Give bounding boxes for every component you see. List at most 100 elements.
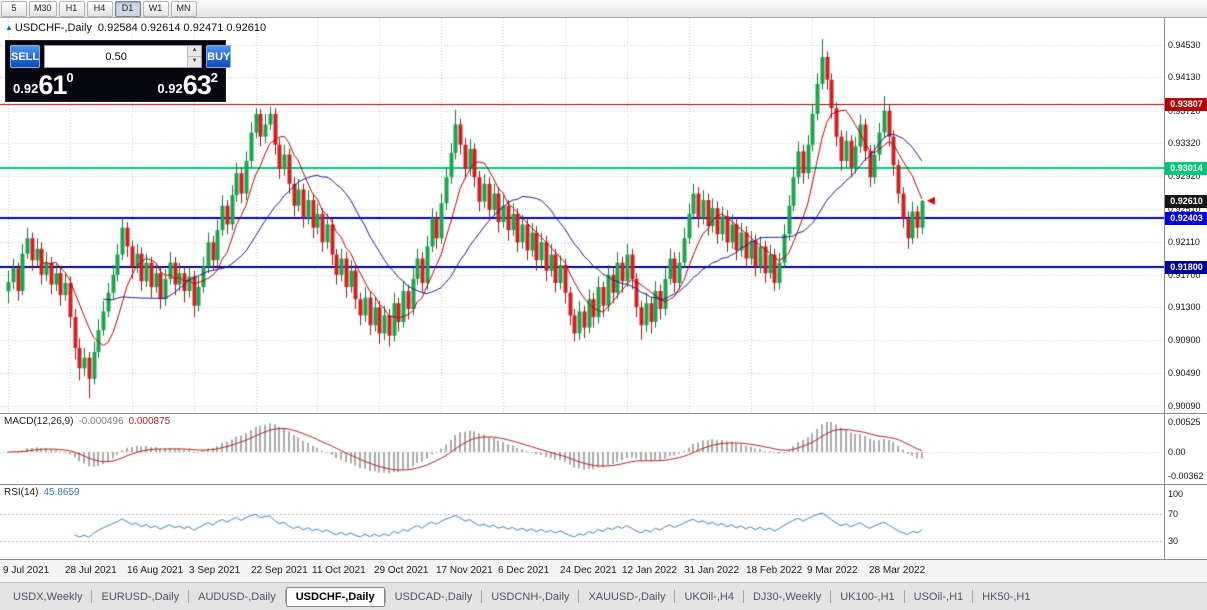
chart-tab-usdcad-daily[interactable]: USDCAD-,Daily	[394, 590, 473, 603]
price-axis-tick: 0.94130	[1168, 72, 1201, 82]
date-axis-label: 22 Sep 2021	[251, 565, 308, 576]
price-level-tag: 0.93014	[1165, 162, 1207, 175]
chart-window: ▲ USDCHF-,Daily 0.92584 0.92614 0.92471 0.…	[0, 18, 1207, 610]
tab-separator	[830, 590, 832, 603]
price-axis-tick: 0.92110	[1168, 237, 1200, 247]
chart-tab-hk50-h1[interactable]: HK50-,H1	[982, 590, 1031, 603]
price-level-tag: 0.93807	[1165, 98, 1207, 111]
tab-separator	[91, 590, 93, 603]
date-axis-label: 9 Jul 2021	[3, 565, 50, 576]
chart-tab-usdcnh-daily[interactable]: USDCNH-,Daily	[491, 590, 570, 603]
date-axis-label: 17 Nov 2021	[436, 565, 493, 576]
date-axis-label: 31 Jan 2022	[684, 565, 740, 576]
date-axis-label: 3 Sep 2021	[189, 565, 241, 576]
timeframe-button-H4[interactable]: H4	[86, 0, 113, 17]
date-axis-label: 9 Mar 2022	[807, 565, 858, 576]
rsi-axis: 100 70 30	[1164, 485, 1207, 559]
chart-tab-ukoil-h4[interactable]: UKOil-,H4	[684, 590, 734, 603]
price-plot: ▲ USDCHF-,Daily 0.92584 0.92614 0.92471 0.…	[0, 18, 1164, 413]
chart-tab-bar: USDX,Weekly EURUSD-,Daily AUDUSD-,Daily USD…	[0, 582, 1207, 610]
tab-separator	[188, 590, 190, 603]
chart-tab-eurusd-daily[interactable]: EURUSD-,Daily	[101, 590, 180, 603]
buy-price-quote: 0.92 63 2	[157, 69, 218, 99]
timeframe-toolbar: 5 M30 H1 H4 D1 W1 MN	[0, 0, 1207, 18]
symbol-ohlc-values: 0.92584 0.92614 0.92471 0.92610	[97, 22, 267, 34]
date-axis-label: 18 Feb 2022	[746, 565, 803, 576]
macd-label: MACD(12,26,9) -0.000496 0.000875	[4, 416, 170, 427]
tab-separator	[578, 590, 580, 603]
date-axis-label: 6 Dec 2021	[498, 565, 550, 576]
macd-name: MACD(12,26,9)	[4, 416, 74, 427]
price-axis-tick: 0.91300	[1168, 302, 1201, 312]
volume-input[interactable]	[45, 46, 188, 67]
macd-axis-tick: 0.00	[1168, 447, 1186, 457]
tab-separator	[742, 590, 744, 603]
macd-main-value: -0.000496	[78, 416, 124, 427]
price-axis-tick: 0.90900	[1168, 335, 1201, 345]
tab-separator	[972, 590, 974, 603]
rsi-name: RSI(14)	[4, 487, 39, 498]
price-axis-tick: 0.91700	[1168, 270, 1201, 280]
chart-tab-audusd-daily[interactable]: AUDUSD-,Daily	[198, 590, 276, 603]
chart-tab-uk100-h1[interactable]: UK100-,H1	[840, 590, 895, 603]
price-level-tag: 0.91800	[1165, 261, 1207, 274]
rsi-panel: RSI(14) 45.8659 100 70 30	[0, 484, 1207, 559]
tab-separator	[674, 590, 676, 603]
date-axis-label: 12 Jan 2022	[622, 565, 678, 576]
timeframe-button-5[interactable]: 5	[1, 0, 27, 17]
chart-symbol-info: ▲ USDCHF-,Daily 0.92584 0.92614 0.92471 0.…	[5, 22, 266, 34]
tab-separator	[481, 590, 483, 603]
buy-button[interactable]: BUY	[206, 45, 232, 68]
rsi-label: RSI(14) 45.8659	[4, 487, 80, 498]
timeframe-button-W1[interactable]: W1	[142, 0, 169, 17]
rsi-axis-tick: 100	[1168, 489, 1184, 499]
rsi-plot: RSI(14) 45.8659	[0, 485, 1164, 559]
date-axis-label: 28 Jul 2021	[65, 565, 117, 576]
tab-separator	[384, 590, 386, 603]
timeframe-button-D1[interactable]: D1	[114, 0, 141, 17]
date-axis-label: 29 Oct 2021	[374, 565, 429, 576]
chart-tab-dj30-weekly[interactable]: DJ30-,Weekly	[752, 590, 822, 603]
price-axis: 0.94530 0.94130 0.93720 0.93320 0.92920 0.925…	[1164, 18, 1207, 413]
price-axis-tick: 0.92920	[1168, 171, 1201, 181]
date-axis-label: 28 Mar 2022	[869, 565, 926, 576]
rsi-axis-tick: 30	[1168, 536, 1179, 546]
rsi-axis-tick: 70	[1168, 509, 1179, 519]
sell-button[interactable]: SELL	[10, 45, 41, 68]
date-axis-label: 11 Oct 2021	[312, 565, 366, 576]
symbol-marker-icon: ▲	[5, 23, 13, 32]
macd-indicator-canvas[interactable]	[0, 414, 1164, 484]
price-axis-tick: 0.93720	[1168, 106, 1201, 116]
date-axis-label: 24 Dec 2021	[560, 565, 617, 576]
date-axis: 9 Jul 2021 28 Jul 2021 16 Aug 2021 3 Sep 20…	[0, 559, 1207, 582]
buy-price-big-digits: 63	[182, 70, 212, 100]
date-axis-label: 16 Aug 2021	[127, 565, 184, 576]
price-chart-panel: ▲ USDCHF-,Daily 0.92584 0.92614 0.92471 0.…	[0, 18, 1207, 413]
chart-tab-usdchf-daily[interactable]: USDCHF-,Daily	[285, 586, 385, 607]
sell-price-prefix: 0.92	[13, 81, 39, 96]
buy-price-prefix: 0.92	[157, 81, 183, 96]
chart-tab-usoil-h1[interactable]: USOil-,H1	[913, 590, 964, 603]
price-level-tag: 0.92403	[1165, 212, 1207, 225]
macd-axis-tick: 0.00525	[1168, 417, 1201, 427]
timeframe-button-MN[interactable]: MN	[170, 0, 197, 17]
timeframe-button-M30[interactable]: M30	[29, 0, 57, 17]
chart-tab-usdx-weekly[interactable]: USDX,Weekly	[13, 590, 83, 603]
sell-price-quote: 0.92 61 0	[13, 69, 74, 99]
price-level-tag: 0.92610	[1165, 195, 1207, 208]
volume-spinner: ▲ ▼	[187, 46, 202, 67]
volume-decrease-button[interactable]: ▼	[188, 57, 202, 67]
chart-tab-xauusd-daily[interactable]: XAUUSD-,Daily	[588, 590, 666, 603]
rsi-value: 45.8659	[43, 487, 80, 498]
timeframe-button-H1[interactable]: H1	[58, 0, 85, 17]
macd-signal-value: 0.000875	[128, 416, 171, 427]
rsi-indicator-canvas[interactable]	[0, 485, 1164, 559]
price-axis-tick: 0.92510	[1168, 204, 1201, 214]
volume-box: ▲ ▼	[44, 45, 203, 68]
tab-separator	[903, 590, 905, 603]
price-axis-tick: 0.90090	[1168, 401, 1201, 411]
price-axis-tick: 0.94530	[1168, 40, 1201, 50]
macd-axis-tick: -0.00362	[1168, 471, 1204, 481]
macd-axis: 0.00525 0.00 -0.00362	[1164, 414, 1207, 484]
volume-increase-button[interactable]: ▲	[188, 46, 202, 57]
